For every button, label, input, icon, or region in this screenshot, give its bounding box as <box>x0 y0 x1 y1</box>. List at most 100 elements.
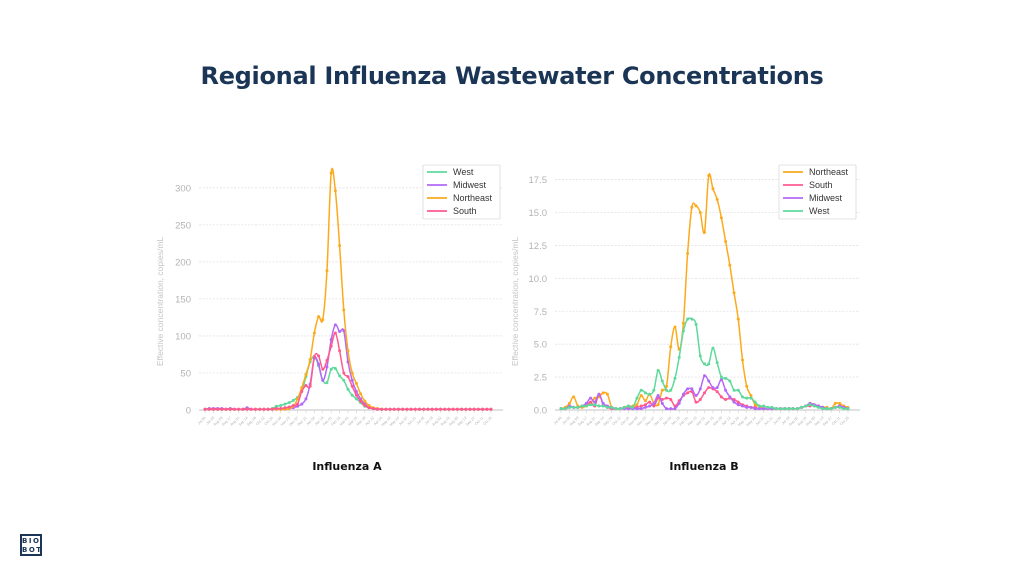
data-point <box>762 407 766 411</box>
data-point <box>694 400 698 404</box>
data-point <box>753 400 757 404</box>
data-point <box>639 394 643 398</box>
y-tick-label: 0 <box>186 406 191 417</box>
data-point <box>350 378 354 382</box>
data-point <box>258 407 262 411</box>
data-point <box>363 404 367 408</box>
y-tick-label: 17.5 <box>529 175 548 186</box>
chart-title: Influenza A <box>312 460 382 473</box>
data-point <box>703 230 706 234</box>
data-point <box>740 395 744 399</box>
data-point <box>593 396 597 400</box>
data-point <box>597 392 601 396</box>
data-point <box>329 367 333 371</box>
data-point <box>770 405 774 409</box>
x-tick-label: Dec 07 <box>288 416 299 427</box>
data-point <box>757 404 761 408</box>
data-point <box>686 391 690 395</box>
legend-label: Northeast <box>809 167 849 177</box>
data-point <box>601 404 605 408</box>
legend-label: Midwest <box>809 193 843 203</box>
data-point <box>275 407 278 411</box>
data-point <box>304 372 308 376</box>
data-point <box>825 407 829 411</box>
chart-title: Influenza B <box>669 460 738 473</box>
data-point <box>736 317 740 321</box>
data-point <box>673 325 677 329</box>
data-point <box>833 405 837 409</box>
data-point <box>464 407 468 411</box>
data-point <box>652 404 656 408</box>
data-point <box>749 394 753 398</box>
data-point <box>287 405 291 409</box>
x-tick-label: Jul 06 <box>553 416 563 426</box>
data-point <box>648 392 652 396</box>
data-point <box>333 331 337 335</box>
x-tick-label: Jun 21 <box>763 416 773 426</box>
data-point <box>639 404 643 408</box>
legend-box <box>778 164 857 220</box>
data-point <box>736 400 740 404</box>
x-tick-label: Sep 13 <box>457 416 468 427</box>
data-point <box>375 407 379 411</box>
data-point <box>350 371 354 375</box>
series-line-south <box>205 332 491 411</box>
x-tick-label: Oct 25 <box>839 416 849 426</box>
data-point <box>354 381 358 385</box>
data-point <box>228 407 232 411</box>
x-tick-label: Jul 06 <box>197 416 207 426</box>
data-point <box>333 367 337 371</box>
data-point <box>270 407 274 411</box>
data-point <box>703 391 706 395</box>
x-tick-label: Jul 20 <box>206 416 216 426</box>
data-point <box>249 407 253 411</box>
data-point <box>346 387 350 391</box>
legend: West Midwest Northeast South <box>422 164 501 220</box>
data-point <box>643 391 647 395</box>
x-tick-label: Dec 07 <box>645 416 656 427</box>
data-point <box>707 174 711 178</box>
data-point <box>690 317 694 321</box>
x-tick-label: Mar 29 <box>356 416 367 427</box>
data-point <box>736 403 740 407</box>
data-point <box>605 405 609 409</box>
data-point <box>808 403 812 407</box>
data-point <box>296 397 300 401</box>
x-tick-label: Apr 26 <box>730 416 740 426</box>
data-point <box>681 321 685 325</box>
x-tick-label: Nov 09 <box>272 416 283 427</box>
data-point <box>698 387 702 391</box>
data-point <box>563 407 567 411</box>
data-point <box>384 407 388 411</box>
y-tick-label: 5.0 <box>534 340 547 351</box>
data-point <box>838 401 842 405</box>
y-tick-label: 15.0 <box>529 208 548 219</box>
x-tick-label: Aug 02 <box>788 416 799 427</box>
x-tick-label: Oct 12 <box>611 416 621 426</box>
x-tick-label: Mar 15 <box>347 416 358 427</box>
x-tick-label: Sep 14 <box>594 416 605 427</box>
data-point <box>279 407 283 411</box>
x-tick-label: Oct 11 <box>831 416 841 426</box>
data-point <box>829 407 833 411</box>
data-point <box>665 407 669 411</box>
data-point <box>656 403 660 407</box>
data-point <box>774 407 778 411</box>
data-point <box>485 407 489 411</box>
data-point <box>728 263 732 267</box>
x-tick-label: Jul 05 <box>773 416 783 426</box>
data-point <box>287 401 291 405</box>
data-point <box>275 404 278 408</box>
data-point <box>783 407 787 411</box>
page-title: Regional Influenza Wastewater Concentrat… <box>200 62 824 90</box>
x-tick-label: Nov 23 <box>280 416 291 427</box>
data-point <box>656 369 660 372</box>
data-point <box>576 405 580 409</box>
x-tick-label: Jan 04 <box>662 416 672 426</box>
data-point <box>703 362 706 366</box>
data-point <box>681 392 685 396</box>
data-point <box>762 404 766 408</box>
data-point <box>715 386 719 390</box>
data-point <box>359 399 363 403</box>
